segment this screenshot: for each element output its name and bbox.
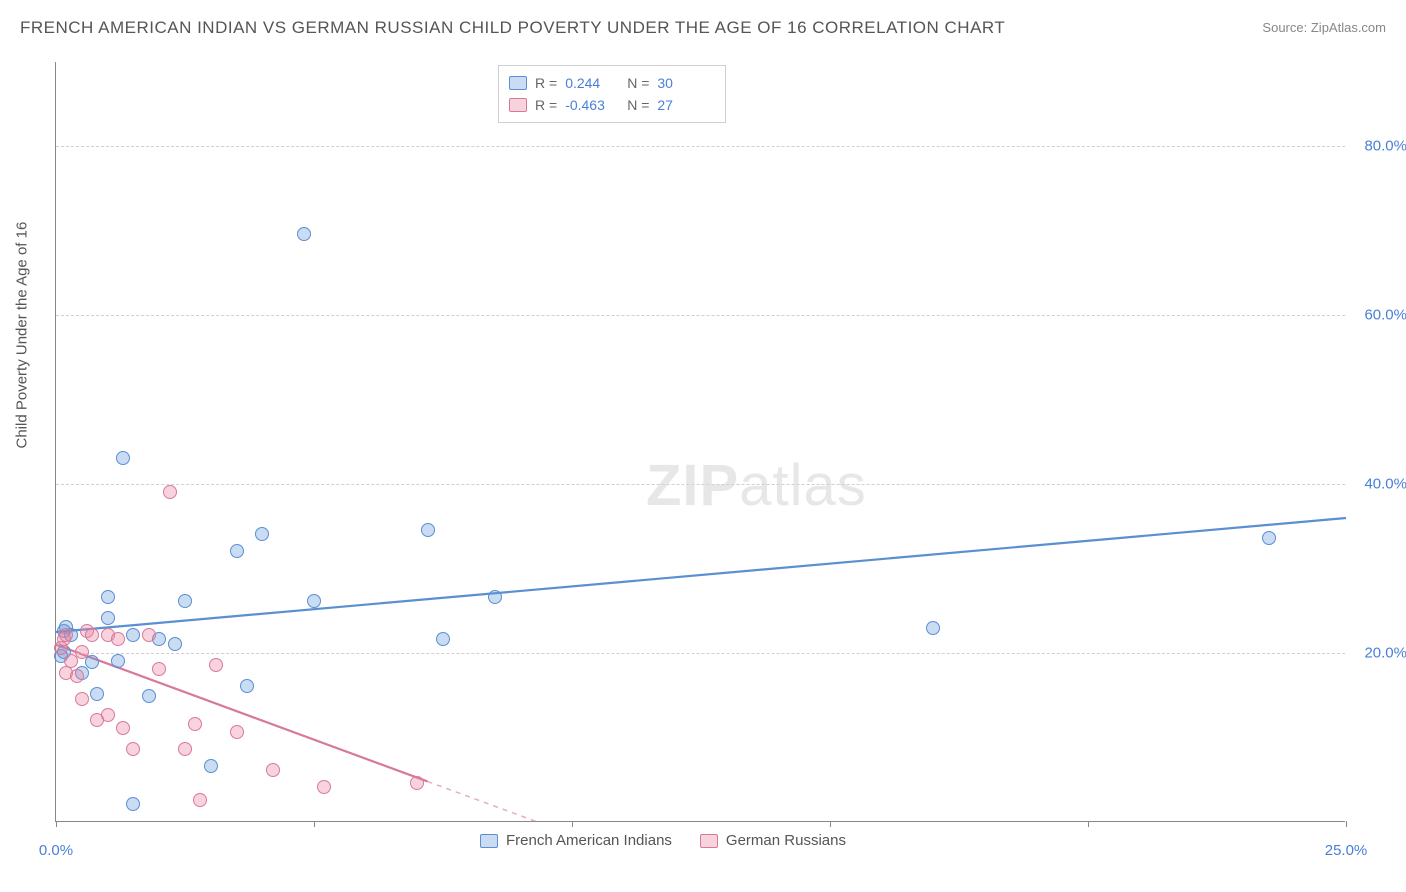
swatch-icon <box>509 98 527 112</box>
gridline <box>56 484 1345 485</box>
data-point <box>230 725 244 739</box>
data-point <box>204 759 218 773</box>
x-tick <box>1346 821 1347 827</box>
data-point <box>126 742 140 756</box>
y-axis-label: Child Poverty Under the Age of 16 <box>14 222 31 449</box>
y-tick-label: 80.0% <box>1364 138 1406 155</box>
x-tick <box>830 821 831 827</box>
data-point <box>142 628 156 642</box>
trend-lines <box>56 62 1345 821</box>
n-label: N = <box>627 72 649 94</box>
data-point <box>59 628 73 642</box>
n-label: N = <box>627 94 649 116</box>
plot-area: ZIPatlas R = 0.244 N = 30 R = -0.463 N =… <box>55 62 1345 822</box>
swatch-icon <box>700 834 718 848</box>
source-attribution: Source: ZipAtlas.com <box>1262 20 1386 35</box>
x-tick-label: 0.0% <box>39 842 73 859</box>
data-point <box>111 632 125 646</box>
data-point <box>307 594 321 608</box>
n-value: 27 <box>657 94 711 116</box>
chart-title: FRENCH AMERICAN INDIAN VS GERMAN RUSSIAN… <box>20 18 1005 38</box>
legend-item: French American Indians <box>480 832 672 849</box>
y-tick-label: 40.0% <box>1364 476 1406 493</box>
y-tick-label: 60.0% <box>1364 307 1406 324</box>
y-tick-label: 20.0% <box>1364 645 1406 662</box>
gridline <box>56 653 1345 654</box>
r-label: R = <box>535 94 557 116</box>
x-tick <box>572 821 573 827</box>
data-point <box>240 679 254 693</box>
data-point <box>75 645 89 659</box>
data-point <box>1262 531 1276 545</box>
legend-label: German Russians <box>726 832 846 849</box>
data-point <box>70 669 84 683</box>
swatch-icon <box>480 834 498 848</box>
data-point <box>126 628 140 642</box>
data-point <box>126 797 140 811</box>
data-point <box>255 527 269 541</box>
watermark: ZIPatlas <box>646 452 867 519</box>
stats-row: R = -0.463 N = 27 <box>509 94 711 116</box>
stats-row: R = 0.244 N = 30 <box>509 72 711 94</box>
chart-container: FRENCH AMERICAN INDIAN VS GERMAN RUSSIAN… <box>0 0 1406 892</box>
data-point <box>266 763 280 777</box>
data-point <box>188 717 202 731</box>
x-tick <box>1088 821 1089 827</box>
data-point <box>101 611 115 625</box>
data-point <box>101 708 115 722</box>
data-point <box>178 594 192 608</box>
n-value: 30 <box>657 72 711 94</box>
data-point <box>116 451 130 465</box>
data-point <box>101 590 115 604</box>
r-value: -0.463 <box>565 94 619 116</box>
x-tick <box>56 821 57 827</box>
source-link[interactable]: ZipAtlas.com <box>1311 20 1386 35</box>
series-legend: French American Indians German Russians <box>480 832 846 849</box>
data-point <box>168 637 182 651</box>
data-point <box>90 687 104 701</box>
data-point <box>116 721 130 735</box>
data-point <box>297 227 311 241</box>
data-point <box>152 662 166 676</box>
gridline <box>56 146 1345 147</box>
r-label: R = <box>535 72 557 94</box>
data-point <box>75 692 89 706</box>
x-tick-label: 25.0% <box>1325 842 1368 859</box>
data-point <box>410 776 424 790</box>
x-tick <box>314 821 315 827</box>
source-label: Source: <box>1262 20 1307 35</box>
data-point <box>488 590 502 604</box>
data-point <box>209 658 223 672</box>
data-point <box>163 485 177 499</box>
data-point <box>421 523 435 537</box>
r-value: 0.244 <box>565 72 619 94</box>
correlation-stats-box: R = 0.244 N = 30 R = -0.463 N = 27 <box>498 65 726 123</box>
data-point <box>193 793 207 807</box>
data-point <box>436 632 450 646</box>
swatch-icon <box>509 76 527 90</box>
legend-item: German Russians <box>700 832 846 849</box>
data-point <box>317 780 331 794</box>
data-point <box>85 628 99 642</box>
gridline <box>56 315 1345 316</box>
data-point <box>142 689 156 703</box>
watermark-light: atlas <box>739 453 867 518</box>
data-point <box>926 621 940 635</box>
data-point <box>178 742 192 756</box>
data-point <box>85 655 99 669</box>
legend-label: French American Indians <box>506 832 672 849</box>
data-point <box>230 544 244 558</box>
watermark-bold: ZIP <box>646 453 739 518</box>
data-point <box>111 654 125 668</box>
